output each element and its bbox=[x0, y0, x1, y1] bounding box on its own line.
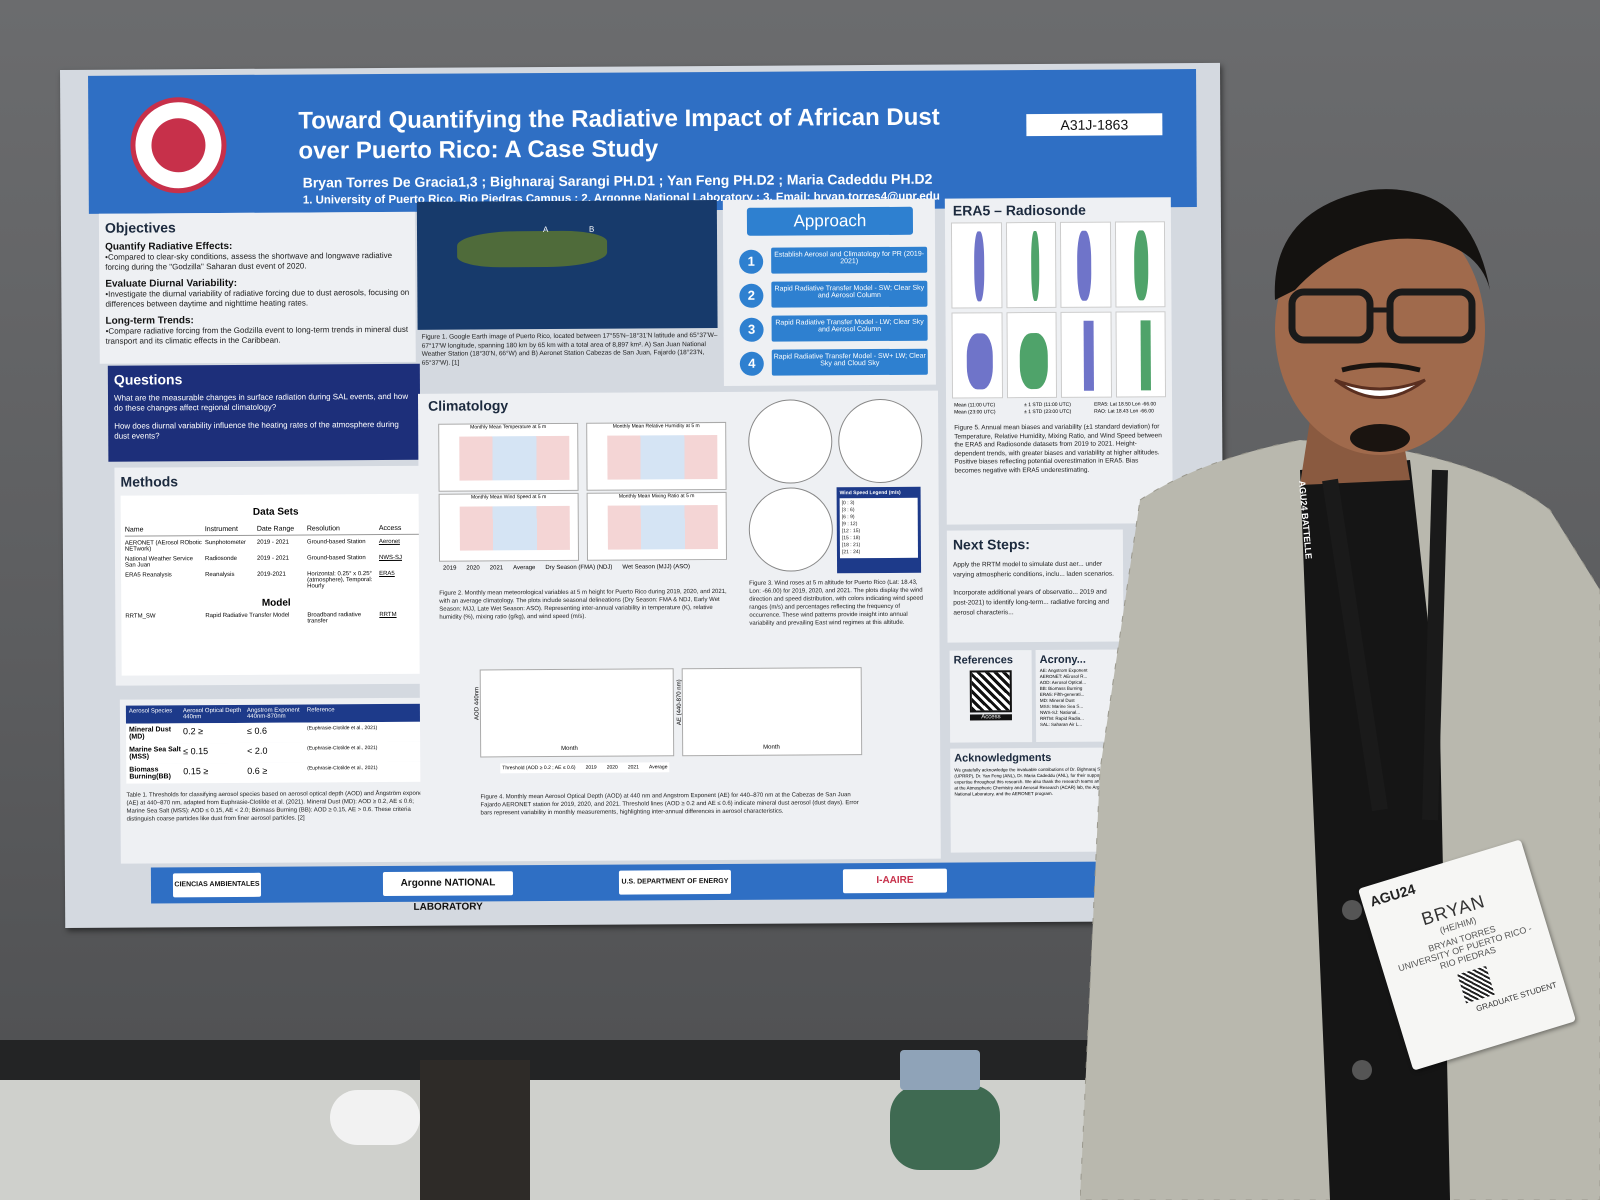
wind-rose-2020 bbox=[838, 398, 923, 484]
passerby-legs bbox=[420, 1060, 530, 1200]
mustache bbox=[1341, 362, 1421, 373]
objectives-section: Objectives Quantify Radiative Effects: •… bbox=[98, 211, 416, 364]
ae-chart: AE (440-870 nm) Month bbox=[677, 667, 863, 757]
humidity-chart: Monthly Mean Relative Humidity at 5 m bbox=[586, 421, 727, 491]
goatee bbox=[1350, 424, 1410, 452]
table-row: RRTM_SW Rapid Radiative Transfer Model B… bbox=[125, 611, 397, 625]
green-sneaker bbox=[890, 1085, 1000, 1170]
ciencias-ambientales-logo: CIENCIAS AMBIENTALES bbox=[172, 872, 262, 898]
poster-header: Toward Quantifying the Radiative Impact … bbox=[88, 69, 1197, 214]
qr-code-icon[interactable] bbox=[969, 670, 1012, 713]
aerosol-row: Biomass Burning(BB) 0.15 ≥ 0.6 ≥ (Euphra… bbox=[126, 761, 431, 784]
white-shoe bbox=[330, 1090, 420, 1145]
profile-plot bbox=[950, 222, 1002, 309]
curly-hair bbox=[1274, 189, 1490, 300]
poster-title: Toward Quantifying the Radiative Impact … bbox=[298, 103, 940, 165]
table-row: National Weather Service San Juan Radios… bbox=[124, 554, 403, 569]
table-header-row: Name Instrument Date Range Resolution Ac… bbox=[124, 524, 427, 537]
datasets-table: Data Sets Name Instrument Date Range Res… bbox=[120, 493, 432, 676]
badge-qr-icon bbox=[1457, 965, 1495, 1004]
puerto-rico-map-image: A B bbox=[416, 199, 718, 330]
aerosol-table-header: Aerosol Species Aerosol Optical Depth 44… bbox=[125, 703, 430, 724]
references-section: References Access bbox=[949, 650, 1033, 743]
glasses-left-lens bbox=[1288, 288, 1374, 344]
argonne-logo: Argonne NATIONAL LABORATORY bbox=[382, 871, 514, 913]
figure4-caption: Figure 4. Monthly mean Aerosol Optical D… bbox=[480, 792, 859, 817]
poster-footer: CIENCIAS AMBIENTALES Argonne NATIONAL LA… bbox=[150, 861, 1202, 913]
aod-legend: Threshold (AOD ≥ 0.2 ; AE ≤ 0.6) 2019 20… bbox=[500, 762, 670, 774]
table-row: ERA5 Reanalysis Reanalysis 2019-2021 Hor… bbox=[125, 570, 395, 590]
university-seal-icon bbox=[130, 96, 227, 194]
profile-plot bbox=[951, 312, 1003, 399]
jacket-button bbox=[1342, 900, 1362, 920]
figure1-caption: Figure 1. Google Earth image of Puerto R… bbox=[421, 331, 718, 367]
aod-chart: AOD 440nm Month bbox=[474, 668, 675, 758]
wind-rose-2021 bbox=[748, 487, 834, 572]
poster-code: A31J-1863 bbox=[1026, 113, 1163, 137]
mixing-ratio-chart: Monthly Mean Mixing Ratio at 5 m bbox=[586, 491, 728, 561]
methods-section: Methods Data Sets Name Instrument Date R… bbox=[114, 465, 438, 686]
research-poster: Toward Quantifying the Radiative Impact … bbox=[60, 62, 1226, 928]
lanyard-right bbox=[1422, 469, 1448, 821]
figure3-caption: Figure 3. Wind roses at 5 m altitude for… bbox=[749, 579, 924, 627]
climatology-section: Climatology Monthly Mean Temperature at … bbox=[417, 390, 941, 862]
temperature-chart: Monthly Mean Temperature at 5 m bbox=[438, 422, 579, 492]
island-shape bbox=[456, 230, 608, 268]
wind-speed-chart: Monthly Mean Wind Speed at 5 m bbox=[438, 492, 580, 562]
doe-logo: U.S. DEPARTMENT OF ENERGY bbox=[618, 869, 732, 895]
aerosol-row: Marine Sea Salt (MSS) ≤ 0.15 < 2.0 (Euph… bbox=[126, 741, 431, 764]
aerosol-threshold-section: Aerosol Species Aerosol Optical Depth 44… bbox=[119, 697, 437, 864]
i-aaire-logo: I-AAIRE bbox=[842, 868, 948, 894]
figure2-caption: Figure 2. Monthly mean meteorological va… bbox=[439, 588, 727, 621]
face bbox=[1275, 205, 1485, 455]
poster-authors: Bryan Torres De Gracia1,3 ; Bighnaraj Sa… bbox=[302, 170, 933, 191]
presenter-person bbox=[1080, 189, 1600, 1200]
questions-section: Questions What are the measurable change… bbox=[107, 363, 421, 462]
jeans-hem bbox=[900, 1050, 980, 1090]
approach-section: Approach 1 Establish Aerosol and Climato… bbox=[722, 198, 936, 386]
aerosol-row: Mineral Dust (MD) 0.2 ≥ ≤ 0.6 (Euphrasie… bbox=[125, 721, 431, 744]
profile-plot bbox=[1005, 221, 1057, 309]
wind-rose-2019 bbox=[748, 399, 833, 484]
jacket-button bbox=[1352, 1060, 1372, 1080]
profile-plot bbox=[1005, 311, 1058, 399]
climatology-legend: 2019 2020 2021 Average Dry Season (FMA) … bbox=[443, 564, 690, 572]
wind-speed-legend: Wind Speed Legend (m/s) [0 : 3) [3 : 6) … bbox=[836, 486, 922, 574]
lanyard-left bbox=[1322, 478, 1388, 812]
table-row: AERONET (AErosol RObotic NETwork) Sunpho… bbox=[124, 538, 400, 553]
smile bbox=[1334, 378, 1426, 399]
glasses-right-lens bbox=[1386, 288, 1476, 344]
